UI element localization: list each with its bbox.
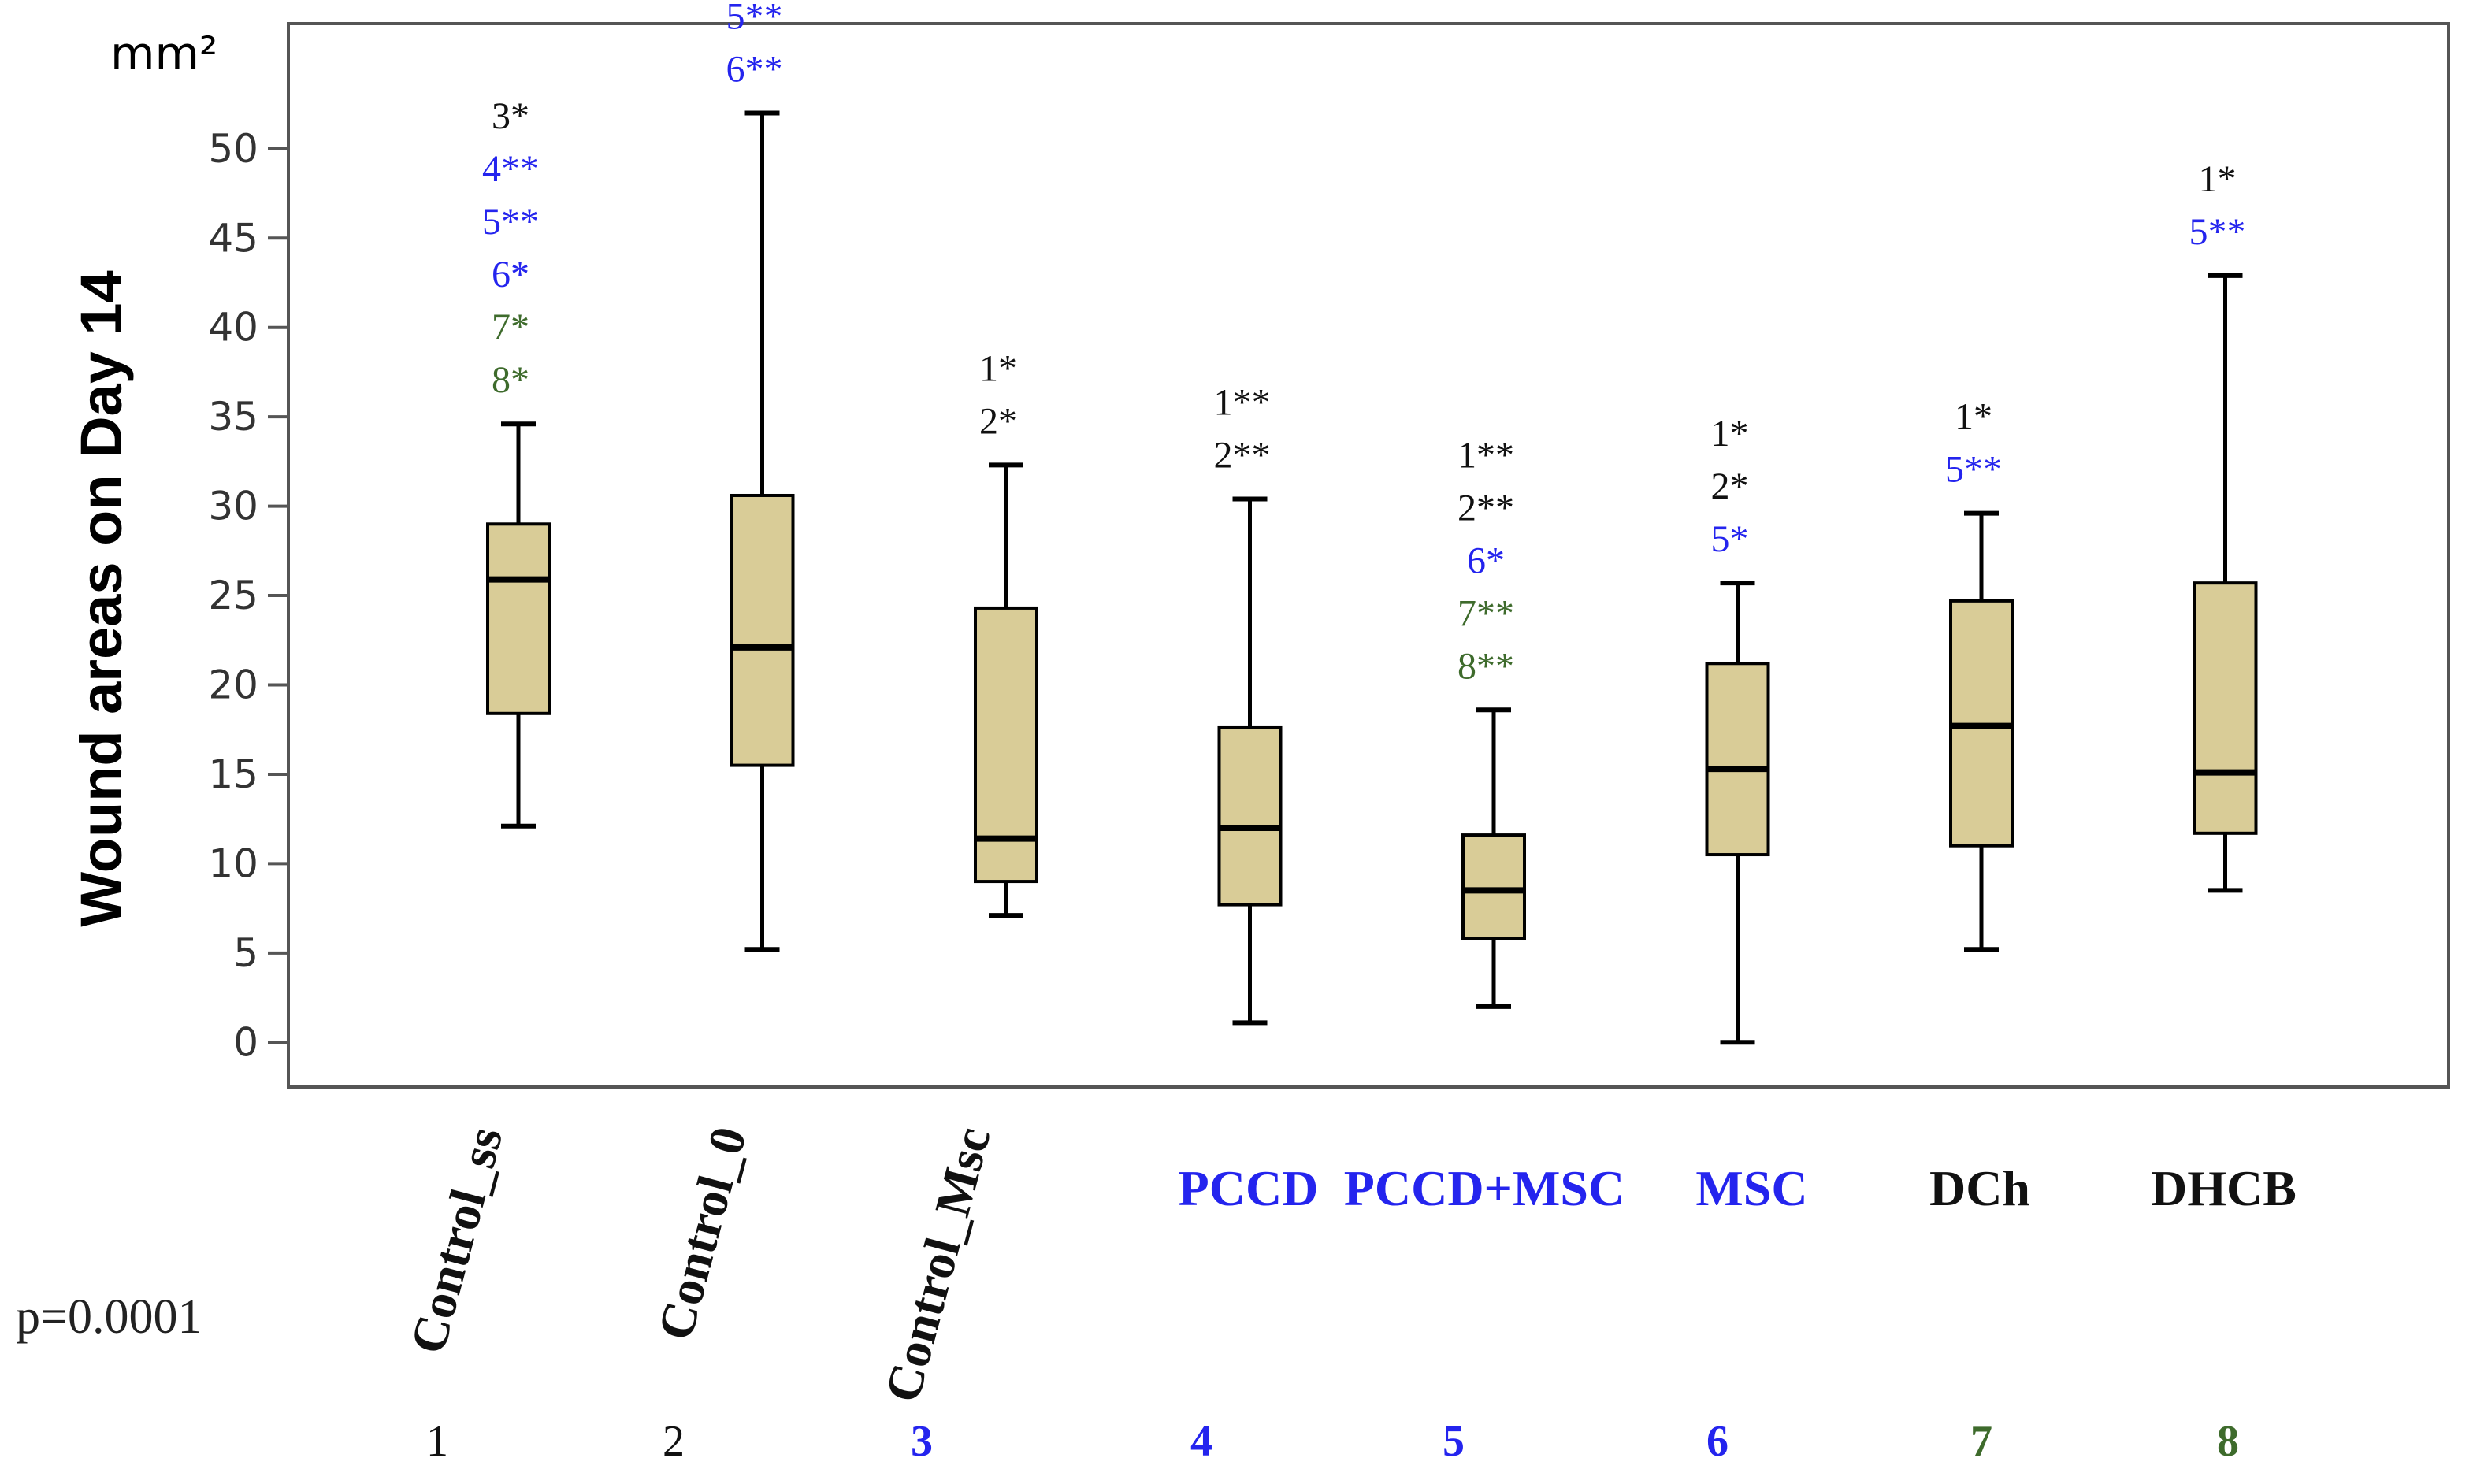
boxes	[486, 110, 2258, 1045]
y-tick-label: 0	[233, 1019, 258, 1065]
y-tick-label: 20	[208, 662, 258, 707]
y-unit-label: mm²	[110, 27, 217, 80]
group-5-sig-label: 7**	[1457, 592, 1514, 634]
group-4-name-label: PCCD	[1179, 1160, 1319, 1216]
group-8-name-label: DHCB	[2151, 1160, 2297, 1216]
group-6-sig-label: 5*	[1711, 518, 1749, 560]
group-8-box	[2193, 581, 2258, 835]
group-7-number-label: 7	[1970, 1417, 1992, 1466]
group-1-number-label: 1	[426, 1417, 448, 1466]
y-tick-label: 40	[208, 305, 258, 351]
y-tick-label: 10	[208, 840, 258, 886]
group-8-number-label: 8	[2217, 1417, 2239, 1466]
y-tick-label: 5	[233, 930, 258, 976]
y-tick-label: 30	[208, 484, 258, 529]
group-1-sig-label: 6*	[492, 254, 529, 295]
group-7-sig-label: 5**	[1945, 449, 2002, 491]
y-ticks: 0 5 10 15 20 25 30 35 40 45 50	[208, 126, 288, 1065]
group-2-name-label: Control_0	[647, 1121, 757, 1345]
group-5-sig-label: 8**	[1457, 645, 1514, 687]
group-5-number-label: 5	[1443, 1417, 1465, 1466]
group-6-sig-label: 1*	[1711, 413, 1749, 454]
y-axis-title: Wound areas on Day 14	[69, 270, 134, 926]
group-8-sig-label: 1*	[2199, 158, 2237, 200]
group-1-sig-label: 8*	[492, 359, 529, 401]
significance-annotations: 3*4**5**6*7*8*3*4**5**6**1*2*1**2**1**2*…	[482, 0, 2246, 687]
group-4-sig-label: 1**	[1214, 382, 1271, 424]
group-4-sig-label: 2**	[1214, 435, 1271, 477]
x-category-labels: Control_ss 1 Control_0 2 Control_Msc 3 PCCD 4 PC…	[399, 1121, 2297, 1466]
group-2-number-label: 2	[663, 1417, 685, 1466]
y-tick-label: 35	[208, 394, 258, 440]
group-6-name-label: MSC	[1695, 1160, 1807, 1216]
group-6-sig-label: 2*	[1711, 466, 1749, 507]
group-2-sig-label: 5**	[726, 0, 783, 37]
group-3-name-label: Control_Msc	[874, 1121, 1001, 1408]
group-6-box	[1705, 662, 1770, 857]
group-1-sig-label: 7*	[492, 306, 529, 348]
group-7-sig-label: 1*	[1955, 396, 1992, 438]
group-1-name-label: Control_ss	[399, 1121, 514, 1359]
group-3-sig-label: 2*	[979, 400, 1017, 442]
y-tick-label: 50	[208, 126, 258, 172]
group-4-number-label: 4	[1190, 1417, 1212, 1466]
group-1-box	[486, 522, 551, 715]
p-value: p=0.0001	[16, 1290, 202, 1344]
group-3-number-label: 3	[911, 1417, 933, 1466]
y-tick-label: 15	[208, 751, 258, 797]
group-1-sig-label: 3*	[492, 95, 529, 137]
group-5-name-label: PCCD+MSC	[1344, 1160, 1625, 1216]
group-6-number-label: 6	[1706, 1417, 1729, 1466]
y-tick-label: 25	[208, 573, 258, 618]
group-1-sig-label: 4**	[482, 148, 539, 190]
group-1-sig-label: 5**	[482, 201, 539, 243]
group-3-sig-label: 1*	[979, 347, 1017, 389]
group-4-box	[1217, 725, 1283, 907]
group-5-sig-label: 1**	[1457, 434, 1514, 476]
y-tick-label: 45	[208, 215, 258, 261]
group-2-sig-label: 6**	[726, 48, 783, 90]
group-5-sig-label: 6*	[1467, 540, 1505, 581]
group-5-sig-label: 2**	[1457, 487, 1514, 529]
group-2-box	[730, 493, 795, 767]
group-7-name-label: DCh	[1929, 1160, 2030, 1216]
plot-frame	[287, 22, 2450, 1089]
group-8-sig-label: 5**	[2189, 211, 2246, 253]
group-5-box	[1461, 833, 1526, 940]
